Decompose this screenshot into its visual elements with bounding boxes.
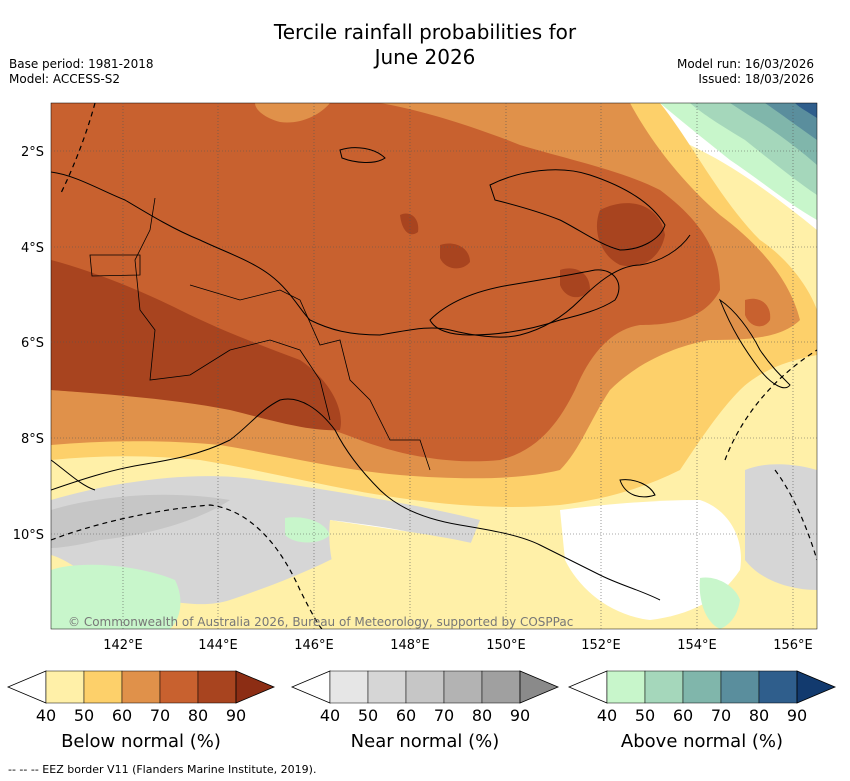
eez-note: -- -- -- EEZ border V11 (Flanders Marine… — [8, 763, 317, 776]
colorbar-tick-label: 80 — [472, 706, 492, 725]
eez-west-north — [59, 103, 96, 196]
colorbar-segment — [481, 670, 521, 704]
lon-label: 152°E — [581, 638, 621, 653]
lon-label: 142°E — [103, 638, 143, 653]
colorbar-segment — [159, 670, 199, 704]
colorbar-tick-label: 70 — [434, 706, 454, 725]
latitude-labels: 2°S 4°S 6°S 8°S 10°S — [13, 145, 44, 543]
lon-label: 156°E — [773, 638, 813, 653]
lon-label: 146°E — [294, 638, 334, 653]
coast-new-guinea-south — [51, 398, 661, 601]
meta-right: Model run: 16/03/2026 Issued: 18/03/2026 — [677, 57, 814, 87]
longitude-labels: 142°E 144°E 146°E 148°E 150°E 152°E 154°E 156°E — [103, 638, 813, 653]
colorbar-segment — [367, 670, 407, 704]
eez-borders — [51, 103, 817, 629]
probability-field — [51, 103, 817, 629]
border-gulf — [229, 339, 331, 421]
colorbar-segment — [644, 670, 684, 704]
colorbar-tick-label: 60 — [396, 706, 416, 725]
model-run: Model run: 16/03/2026 — [676, 57, 814, 71]
colorbar-segment — [758, 670, 798, 704]
colorbar-tick-label: 60 — [112, 706, 132, 725]
eez-south — [51, 504, 323, 629]
border-highlands — [189, 284, 431, 471]
lon-label: 154°E — [677, 638, 717, 653]
colorbar-segment — [443, 670, 483, 704]
title-line-2: June 2026 — [374, 45, 476, 69]
lon-label: 148°E — [390, 638, 430, 653]
colorbar-tick-label: 90 — [787, 706, 807, 725]
colorbar-segment — [197, 670, 237, 704]
colorbar-segment — [121, 670, 161, 704]
colorbar-ext-high — [519, 670, 560, 704]
colorbar-tick-label: 80 — [188, 706, 208, 725]
colorbar-ext-high — [796, 670, 837, 704]
graticule — [51, 103, 817, 629]
colorbar-tick-label: 60 — [673, 706, 693, 725]
copyright-text: © Commonwealth of Australia 2026, Bureau… — [68, 615, 573, 629]
colorbar-title: Near normal (%) — [351, 731, 500, 752]
colorbar-tick-label: 80 — [749, 706, 769, 725]
colorbar-tick-label: 40 — [597, 706, 617, 725]
border-sepik — [134, 197, 231, 381]
title-line-1: Tercile rainfall probabilities for — [273, 20, 577, 44]
colorbar-ext-low — [567, 670, 608, 704]
colorbar-tick-label: 70 — [150, 706, 170, 725]
issued-date: Issued: 18/03/2026 — [698, 72, 814, 86]
colorbar-segment — [83, 670, 123, 704]
coastlines — [51, 147, 791, 601]
colorbar-0: 40 50 60 70 80 90 Below normal (%) — [6, 670, 276, 752]
lat-label: 6°S — [21, 336, 44, 351]
colorbar-tick-label: 90 — [510, 706, 530, 725]
coast-bougainville — [718, 298, 791, 389]
coast-new-ireland — [489, 169, 666, 251]
colorbar-ext-high — [235, 670, 276, 704]
lon-label: 144°E — [198, 638, 238, 653]
colorbar-tick-label: 50 — [358, 706, 378, 725]
base-period: Base period: 1981-2018 — [9, 57, 154, 71]
lat-label: 10°S — [13, 528, 44, 543]
colorbar-segment — [45, 670, 85, 704]
colorbar-segment — [682, 670, 722, 704]
border-small-province — [89, 254, 141, 277]
eez-east — [724, 349, 817, 461]
model-name: Model: ACCESS-S2 — [9, 72, 121, 86]
colorbar-ext-low — [290, 670, 331, 704]
colorbar-segment — [720, 670, 760, 704]
coast-trobriand — [619, 479, 656, 498]
map-frame — [50, 102, 818, 630]
meta-left: Base period: 1981-2018 Model: ACCESS-S2 — [9, 57, 154, 87]
colorbar-tick-label: 40 — [36, 706, 56, 725]
province-borders — [89, 197, 431, 471]
lon-label: 150°E — [486, 638, 526, 653]
colorbar-1: 40 50 60 70 80 90 Near normal (%) — [290, 670, 560, 752]
colorbar-segment — [329, 670, 369, 704]
colorbar-title: Above normal (%) — [621, 731, 783, 752]
lat-label: 8°S — [21, 432, 44, 447]
chart-title: Tercile rainfall probabilities for June … — [0, 20, 850, 70]
colorbar-ext-low — [6, 670, 47, 704]
colorbar-tick-label: 70 — [711, 706, 731, 725]
coast-new-britain — [429, 269, 620, 336]
colorbar-tick-label: 40 — [320, 706, 340, 725]
colorbar-title: Below normal (%) — [61, 731, 221, 752]
colorbar-segment — [405, 670, 445, 704]
colorbar-segment — [606, 670, 646, 704]
colorbar-tick-label: 50 — [635, 706, 655, 725]
lat-label: 2°S — [21, 145, 44, 160]
coast-manus — [339, 147, 386, 163]
coast-torres-strait — [51, 459, 96, 491]
lat-label: 4°S — [21, 241, 44, 256]
colorbar-tick-label: 90 — [226, 706, 246, 725]
colorbars: 40 50 60 70 80 90 Below normal (%) 40 50 60 70 80 90… — [6, 670, 837, 752]
coast-new-guinea-north — [51, 171, 691, 338]
colorbar-tick-label: 50 — [74, 706, 94, 725]
